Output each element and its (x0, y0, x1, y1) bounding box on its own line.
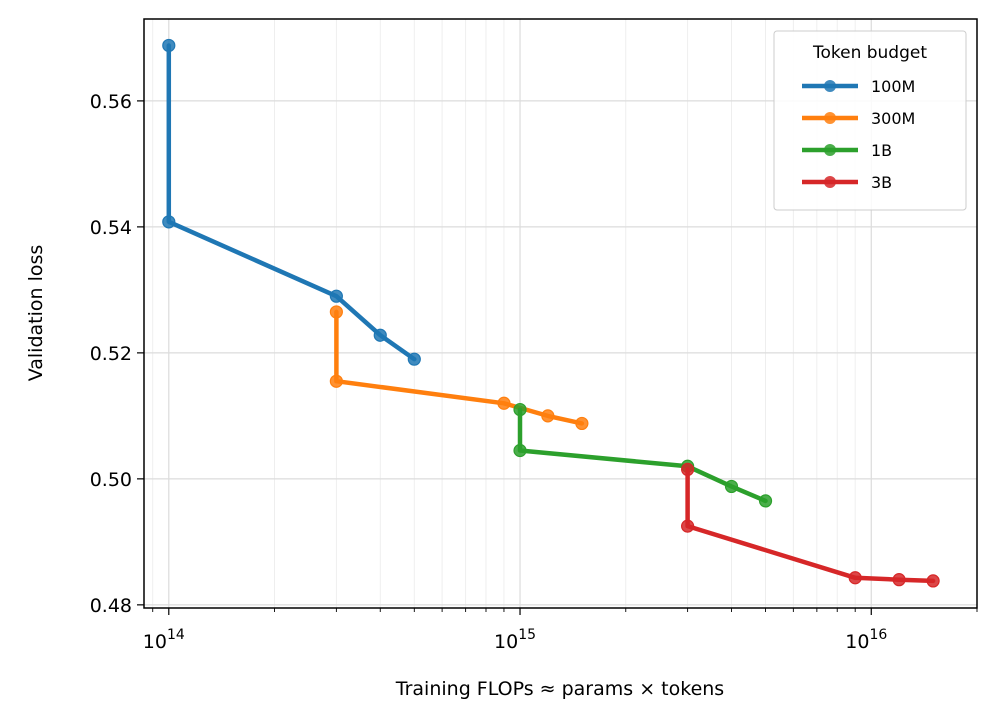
series-300m (329, 305, 589, 431)
data-point (513, 443, 527, 458)
data-point (758, 494, 773, 508)
legend-title: Token budget (812, 43, 927, 63)
data-point (373, 328, 387, 342)
data-point (848, 571, 862, 585)
legend-box (773, 30, 967, 211)
legend-entry-300m: 300M (802, 109, 915, 128)
data-point (541, 409, 555, 423)
legend-label: 3B (871, 173, 892, 192)
y-axis-label: Validation loss (25, 245, 47, 382)
plot-area-frame (143, 18, 978, 609)
series-line (166, 43, 417, 362)
series-lines (162, 38, 940, 588)
x-axis-label: Training FLOPs ≈ params × tokens (395, 678, 724, 700)
grid-lines (144, 19, 978, 608)
data-point (329, 305, 343, 319)
data-point (724, 479, 739, 494)
legend-entry-100m: 100M (802, 77, 915, 96)
y-tick-label: 0.48 (90, 595, 132, 617)
series-line (685, 467, 936, 584)
legend-entry-1b: 1B (802, 141, 892, 160)
legend-marker (824, 176, 836, 188)
data-point (513, 402, 527, 417)
data-point (162, 38, 176, 53)
legend-label: 300M (871, 109, 915, 128)
series-3b (681, 462, 940, 588)
legend-marker (824, 144, 836, 156)
y-tick-label: 0.52 (90, 343, 132, 365)
data-point (162, 215, 176, 229)
data-point (329, 374, 343, 388)
legend-entries: 100M 300M 1B 3B (802, 77, 915, 192)
x-tick-label: 1016 (845, 627, 887, 653)
data-point (892, 573, 906, 587)
data-point (681, 462, 695, 477)
legend-marker (824, 112, 836, 124)
legend-entry-3b: 3B (802, 173, 892, 192)
legend-label: 1B (871, 141, 892, 160)
series-100m (162, 38, 421, 366)
y-tick-label: 0.56 (90, 91, 132, 113)
x-tick-label: 1014 (143, 627, 185, 653)
axis-ticks: 0.48 0.50 0.52 0.54 0.56 1014 1015 1016 (90, 91, 978, 653)
data-point (329, 289, 343, 303)
data-point (407, 352, 421, 366)
legend-label: 100M (871, 77, 915, 96)
data-point (926, 574, 940, 588)
y-tick-label: 0.54 (90, 217, 132, 239)
data-point (575, 416, 589, 431)
legend-marker (824, 80, 836, 92)
y-tick-label: 0.50 (90, 469, 132, 491)
x-tick-label: 1015 (494, 627, 536, 653)
data-point (681, 519, 695, 533)
data-point (497, 396, 511, 410)
legend: Token budget 100M 300M 1B 3B (773, 30, 967, 211)
